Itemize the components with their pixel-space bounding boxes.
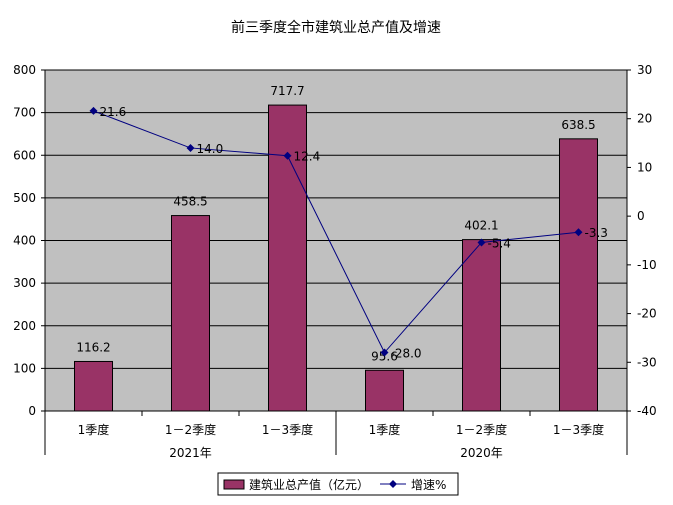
category-label: 1－2季度 <box>165 422 216 437</box>
left-axis-tick-label: 100 <box>13 361 36 375</box>
line-point[interactable] <box>477 238 486 247</box>
line-data-label: 14.0 <box>197 142 224 156</box>
line-point[interactable] <box>89 106 98 115</box>
right-axis-tick-label: -10 <box>637 258 657 272</box>
bar[interactable] <box>365 369 404 412</box>
category-label: 1季度 <box>78 422 110 437</box>
line-data-label: -28.0 <box>391 347 422 361</box>
right-axis-tick-label: 0 <box>637 209 645 223</box>
line-data-label: -3.3 <box>585 226 608 240</box>
left-axis-tick-label: 500 <box>13 191 36 205</box>
legend-swatch-marker <box>389 480 397 488</box>
plot-area: 0 100 200 300 400 500 600 700 800 -40 -30 -20 -10 0 10… <box>13 63 657 460</box>
category-label: 1－3季度 <box>553 422 604 437</box>
group-label: 2021年 <box>169 446 212 460</box>
legend-label-bar: 建筑业总产值（亿元） <box>249 477 369 492</box>
line-point[interactable] <box>283 151 292 160</box>
bar-data-label: 458.5 <box>173 195 207 209</box>
chart-title: 前三季度全市建筑业总产值及增速 <box>231 19 441 36</box>
right-axis-tick-label: -40 <box>637 404 657 418</box>
right-axis-tick-label: -30 <box>637 355 657 369</box>
left-axis-tick-label: 200 <box>13 319 36 333</box>
left-axis-tick-label: 800 <box>13 63 36 77</box>
bar-data-label: 402.1 <box>464 219 498 233</box>
right-axis-tick-label: 20 <box>637 112 652 126</box>
bar-data-label: 717.7 <box>270 84 304 98</box>
group-label: 2020年 <box>460 446 503 460</box>
line-data-label: -5.4 <box>488 236 511 250</box>
left-axis-tick-label: 700 <box>13 106 36 120</box>
line-data-label: 12.4 <box>294 150 321 164</box>
right-axis-tick-label: 30 <box>637 63 652 77</box>
bar[interactable] <box>462 239 501 412</box>
legend-label-line: 增速% <box>411 478 446 492</box>
left-axis-tick-label: 400 <box>13 234 36 248</box>
legend-box <box>217 472 459 496</box>
left-axis-tick-label: 0 <box>28 404 36 418</box>
left-axis-tick-label: 600 <box>13 148 36 162</box>
category-label: 1季度 <box>369 422 401 437</box>
legend: 建筑业总产值（亿元） 增速% <box>217 472 459 496</box>
line-point[interactable] <box>574 228 583 237</box>
category-label: 1－3季度 <box>262 422 313 437</box>
bar[interactable] <box>559 138 598 412</box>
right-axis-tick-label: -20 <box>637 307 657 321</box>
bar[interactable] <box>171 215 210 412</box>
growth-line <box>93 110 579 354</box>
bar-data-label: 116.2 <box>76 340 110 354</box>
bar[interactable] <box>74 360 113 412</box>
right-axis-tick-label: 10 <box>637 160 652 174</box>
line-point[interactable] <box>186 143 195 152</box>
line-data-label: 21.6 <box>100 105 127 119</box>
line-point[interactable] <box>380 348 389 357</box>
bar-data-label: 638.5 <box>561 118 595 132</box>
category-label: 1－2季度 <box>456 422 507 437</box>
left-axis-tick-label: 300 <box>13 276 36 290</box>
legend-swatch-bar <box>223 479 245 490</box>
